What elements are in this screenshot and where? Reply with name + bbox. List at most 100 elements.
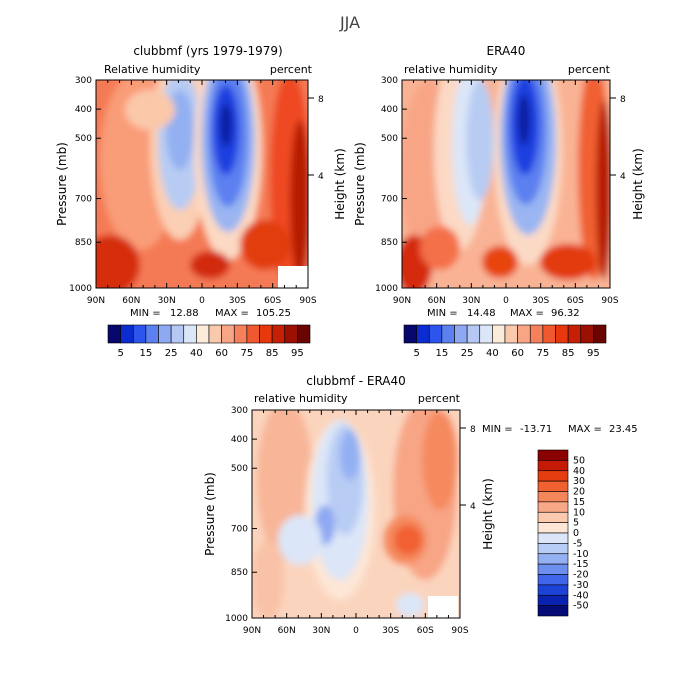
x-tick-label: 90N	[393, 296, 411, 306]
min-value: -13.71	[520, 424, 552, 435]
y-tick-label: 500	[381, 134, 398, 144]
y-tick-label: 300	[381, 76, 398, 86]
panel-variable-label: Relative humidity	[104, 63, 201, 76]
y-tick-label: 1000	[375, 284, 398, 294]
colorbar-swatch	[537, 491, 569, 503]
colorbar-label: 60	[215, 348, 228, 359]
colorbar-label: 40	[190, 348, 203, 359]
max-label: MAX =	[215, 308, 249, 319]
colorbar-swatch	[504, 324, 518, 344]
colorbar-label: 20	[573, 487, 585, 498]
colorbar-label: 0	[573, 528, 579, 539]
y-axis-label: Pressure (mb)	[55, 142, 69, 226]
colorbar-swatch	[297, 324, 311, 344]
panel-variable-label: relative humidity	[254, 392, 348, 405]
min-value: 12.88	[170, 308, 199, 319]
colorbar-swatch	[246, 324, 260, 344]
colorbar-swatch	[555, 324, 569, 344]
colorbar-swatch	[542, 324, 556, 344]
colorbar-swatch	[580, 324, 594, 344]
max-value: 23.45	[609, 424, 638, 435]
colorbar-swatch	[466, 324, 481, 344]
panel-unit-label: percent	[270, 63, 313, 76]
colorbar-swatch	[170, 324, 185, 344]
y-tick-label: 300	[75, 76, 92, 86]
x-tick-label: 30N	[462, 296, 480, 306]
y-ticks: 300 400 500 700 850 1000	[375, 76, 407, 294]
x-tick-label: 60S	[417, 626, 434, 636]
max-value: 96.32	[551, 308, 580, 319]
colorbar-label: -15	[573, 559, 589, 570]
height-ticks: 8 4	[460, 425, 476, 512]
y-tick-label: 300	[231, 406, 248, 416]
x-tick-label: 90S	[601, 296, 618, 306]
colorbar-label: 75	[537, 348, 550, 359]
min-label: MIN =	[482, 424, 513, 435]
x-tick-label: 30S	[382, 626, 399, 636]
height-tick-label: 8	[620, 95, 626, 105]
colorbar-swatch	[517, 324, 531, 344]
panel-difference: clubbmf - ERA40 relative humidity percen…	[203, 374, 638, 636]
y-tick-label: 850	[75, 238, 92, 248]
max-label: MAX =	[510, 308, 544, 319]
colorbar-swatch	[454, 324, 468, 344]
colorbar-swatch	[403, 324, 417, 344]
colorbar-swatch	[120, 324, 134, 344]
x-tick-label: 30S	[532, 296, 549, 306]
colorbar-label: -50	[573, 601, 589, 612]
colorbar-swatch	[158, 324, 172, 344]
panel-title: ERA40	[487, 44, 526, 58]
y-tick-label: 700	[75, 195, 92, 205]
x-tick-label: 90N	[243, 626, 261, 636]
panel-unit-label: percent	[418, 392, 461, 405]
colorbar-label: 15	[140, 348, 153, 359]
colorbar-label: 40	[573, 466, 585, 477]
colorbar-swatch	[593, 324, 607, 344]
colorbar-swatch	[132, 324, 147, 344]
colorbar-swatch	[537, 470, 569, 482]
x-tick-label: 60N	[278, 626, 296, 636]
y-tick-label: 400	[231, 435, 248, 445]
colorbar-label: 85	[266, 348, 279, 359]
colorbar-swatch	[221, 324, 235, 344]
y-axis-label-right: Height (km)	[631, 148, 645, 219]
x-tick-label: 90N	[87, 296, 105, 306]
heatmap-field	[252, 410, 460, 618]
colorbar-swatch	[537, 574, 569, 586]
colorbar-swatch	[537, 501, 569, 513]
colorbar-label: 30	[573, 476, 585, 487]
y-tick-label: 700	[381, 195, 398, 205]
colorbar-swatch	[208, 324, 222, 344]
y-tick-label: 500	[231, 464, 248, 474]
panel-era40: ERA40 relative humidity percent	[353, 44, 645, 359]
max-value: 105.25	[256, 308, 291, 319]
y-tick-label: 850	[231, 568, 248, 578]
colorbar-swatch	[196, 324, 210, 344]
colorbar-swatch	[529, 324, 544, 344]
panel-clubbmf: clubbmf (yrs 1979-1979) Relative humidit…	[55, 44, 347, 359]
colorbar-label: 5	[117, 348, 123, 359]
y-tick-label: 850	[381, 238, 398, 248]
x-tick-label: 60S	[567, 296, 584, 306]
height-tick-label: 8	[318, 95, 324, 105]
colorbar-swatch	[479, 324, 493, 344]
colorbar-label: 5	[413, 348, 419, 359]
y-ticks: 300 400 500 700 850 1000	[69, 76, 101, 294]
x-tick-label: 60N	[122, 296, 140, 306]
colorbar-label: 85	[562, 348, 575, 359]
colorbar-swatch	[492, 324, 506, 344]
min-max-readout: MIN = 14.48 MAX = 96.32	[427, 308, 580, 319]
colorbar: 5 15 25 40 60 75 85 95	[403, 324, 607, 359]
colorbar-label: 50	[573, 455, 585, 466]
colorbar-label: 25	[461, 348, 474, 359]
panel-variable-label: relative humidity	[404, 63, 498, 76]
colorbar-swatch	[183, 324, 197, 344]
colorbar-swatch	[537, 522, 569, 534]
height-tick-label: 4	[470, 502, 476, 512]
colorbar-label: 5	[573, 518, 579, 529]
colorbar-swatch	[145, 324, 159, 344]
y-tick-label: 500	[75, 134, 92, 144]
height-ticks: 8 4	[308, 95, 324, 182]
